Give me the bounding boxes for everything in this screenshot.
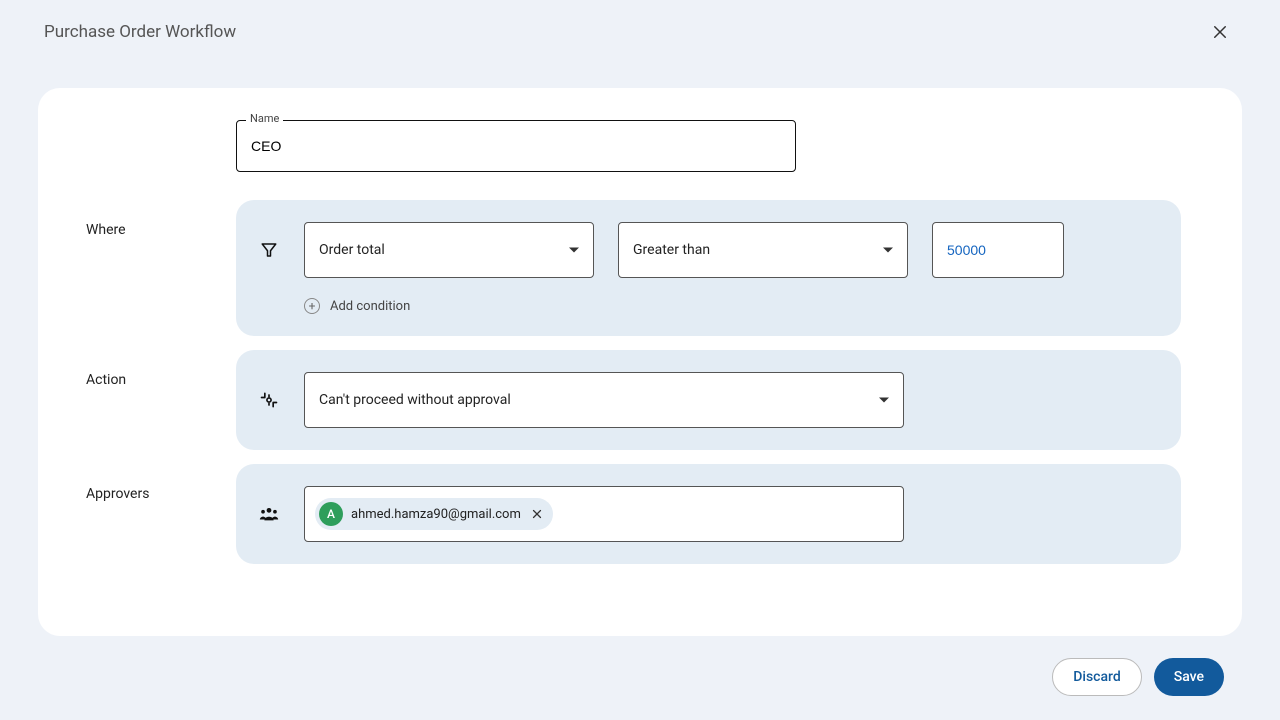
dialog-footer: Discard Save (1052, 658, 1224, 696)
close-icon (531, 508, 543, 520)
close-icon (1211, 23, 1229, 41)
approvers-panel: A ahmed.hamza90@gmail.com (236, 464, 1181, 564)
action-label: Action (86, 350, 236, 388)
where-value-input[interactable] (932, 222, 1064, 278)
plus-circle-icon: + (304, 298, 320, 314)
approver-chip: A ahmed.hamza90@gmail.com (315, 498, 553, 530)
add-condition-label: Add condition (330, 299, 410, 314)
approvers-input[interactable]: A ahmed.hamza90@gmail.com (304, 486, 904, 542)
workflow-card: Name Where Order total Greater than (38, 88, 1242, 636)
workflow-icon (258, 389, 280, 411)
add-condition-button[interactable]: + Add condition (304, 298, 1159, 314)
where-field-value: Order total (319, 242, 385, 258)
dialog-header: Purchase Order Workflow (0, 0, 1280, 64)
chevron-down-icon (883, 248, 893, 253)
discard-label: Discard (1073, 669, 1120, 685)
where-label: Where (86, 200, 236, 238)
action-panel: Can't proceed without approval (236, 350, 1181, 450)
where-panel: Order total Greater than + Add condition (236, 200, 1181, 336)
remove-approver-button[interactable] (529, 506, 545, 522)
where-field-select[interactable]: Order total (304, 222, 594, 278)
avatar: A (319, 502, 343, 526)
where-operator-value: Greater than (633, 242, 710, 258)
approver-email: ahmed.hamza90@gmail.com (351, 507, 521, 522)
name-input[interactable] (236, 120, 796, 172)
chevron-down-icon (879, 398, 889, 403)
close-button[interactable] (1204, 16, 1236, 48)
action-select[interactable]: Can't proceed without approval (304, 372, 904, 428)
save-button[interactable]: Save (1154, 658, 1224, 696)
filter-icon (258, 239, 280, 261)
where-operator-select[interactable]: Greater than (618, 222, 908, 278)
name-field-label: Name (246, 112, 283, 125)
dialog-title: Purchase Order Workflow (44, 22, 236, 42)
chevron-down-icon (569, 248, 579, 253)
discard-button[interactable]: Discard (1052, 658, 1141, 696)
action-value: Can't proceed without approval (319, 392, 511, 408)
approvers-label: Approvers (86, 464, 236, 502)
people-icon (258, 503, 280, 525)
save-label: Save (1174, 669, 1204, 685)
name-field-wrap: Name (236, 120, 796, 172)
